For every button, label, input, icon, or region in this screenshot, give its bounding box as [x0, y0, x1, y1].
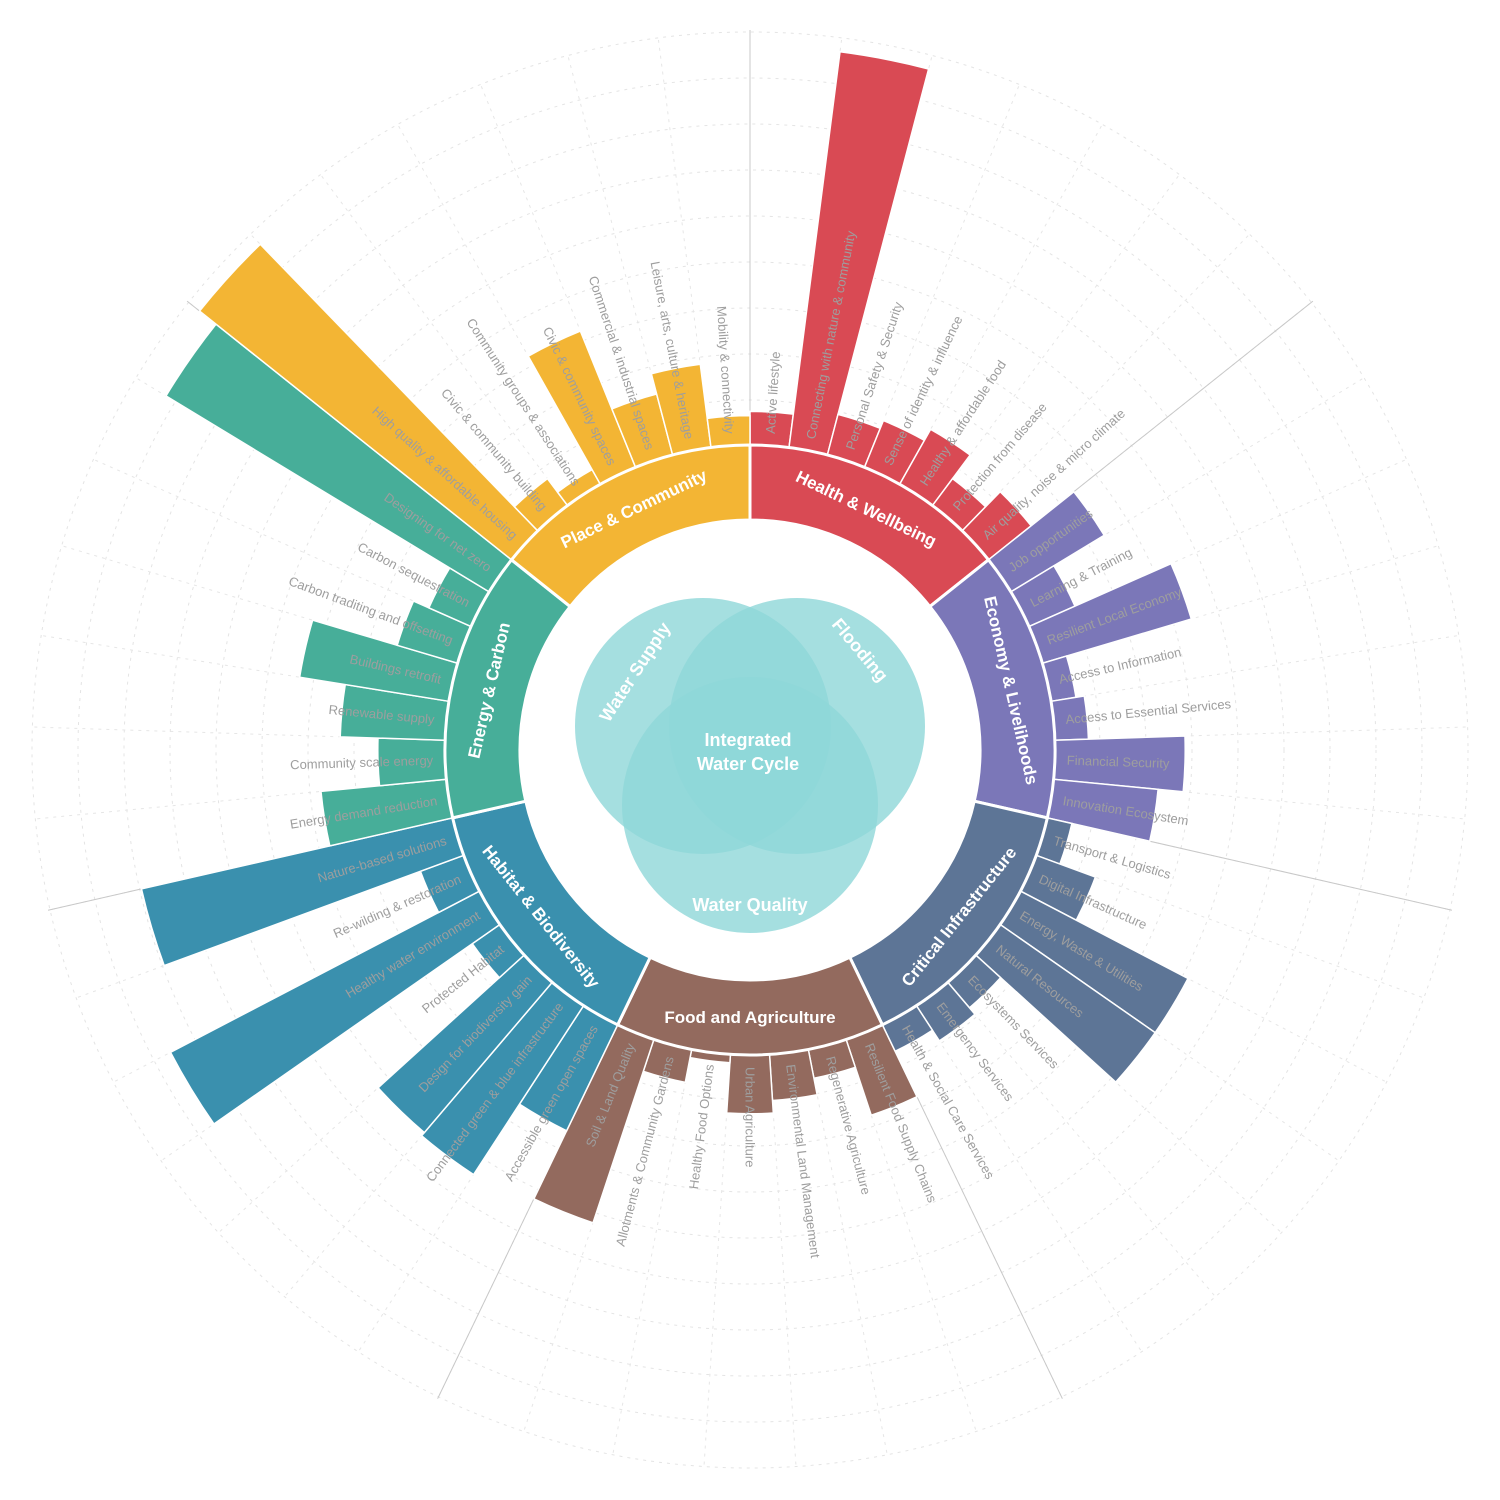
category-label: Food and Agriculture [664, 1008, 835, 1027]
grid-ray [1020, 890, 1389, 1084]
grid-ring [31, 31, 1469, 1469]
grid-ray [657, 35, 712, 448]
grid-ray [33, 778, 447, 820]
grid-ray [282, 981, 553, 1299]
grid-ray [39, 634, 449, 702]
grid-ray [318, 172, 568, 506]
grid-ray [961, 232, 1252, 532]
center-label: Water Cycle [697, 754, 799, 774]
bar-label: Active lifestyle [763, 351, 783, 434]
bar-label: Mobility & connectivity [714, 306, 737, 435]
grid-ring [261, 261, 1239, 1239]
grid-ray [899, 122, 1104, 485]
grid-ray [396, 122, 601, 485]
grid-ray [1053, 778, 1467, 820]
bar-label: Healthy Food Options [686, 1063, 717, 1190]
grid-ray [703, 1054, 731, 1469]
bar-connecting-with-nature-and-community [788, 50, 930, 456]
grid-ray [1028, 458, 1409, 627]
grid-ray [479, 82, 637, 468]
grid-ray [1051, 634, 1461, 702]
grid [30, 30, 1470, 1469]
grid-ring [169, 169, 1331, 1331]
category-segment-place-and-community [509, 443, 752, 609]
grid-ring [123, 123, 1377, 1377]
grid-ray [975, 954, 1284, 1235]
grid-ring [77, 77, 1423, 1423]
grid-ray [769, 1054, 797, 1469]
grid-ray [216, 954, 525, 1235]
bar-label: Financial Security [1067, 753, 1171, 771]
grid-ray [999, 924, 1341, 1163]
grid-ray [522, 1039, 655, 1434]
grid-ray [1054, 726, 1470, 741]
venn-label: Water Quality [692, 895, 807, 915]
grid-ray [1042, 544, 1441, 664]
grid-ray [91, 458, 472, 627]
bar-label: Access to Essential Services [1065, 696, 1232, 727]
grid-ray [74, 854, 464, 1000]
grid-ray [1010, 376, 1366, 593]
grid-ray [566, 53, 674, 456]
grid-ray [59, 544, 458, 664]
grid-ray [845, 1039, 978, 1434]
grid-ray [947, 981, 1218, 1299]
grid-ray [932, 172, 1182, 506]
grid-ray [1036, 854, 1426, 1000]
grid-ray [915, 1005, 1144, 1354]
category-segment-food-and-agriculture [615, 955, 885, 1057]
grid-ring [215, 215, 1285, 1285]
venn-circle-water-quality [622, 677, 878, 933]
grid-ray [611, 1049, 693, 1457]
grid-ray [30, 726, 446, 741]
grid-ray [356, 1005, 585, 1354]
center-label: Integrated [704, 730, 791, 750]
bar-label: Community scale energy [290, 753, 434, 773]
bar-label: Urban Agriculture [743, 1067, 758, 1167]
grid-ray [807, 1049, 889, 1457]
grid-ray [863, 82, 1021, 468]
